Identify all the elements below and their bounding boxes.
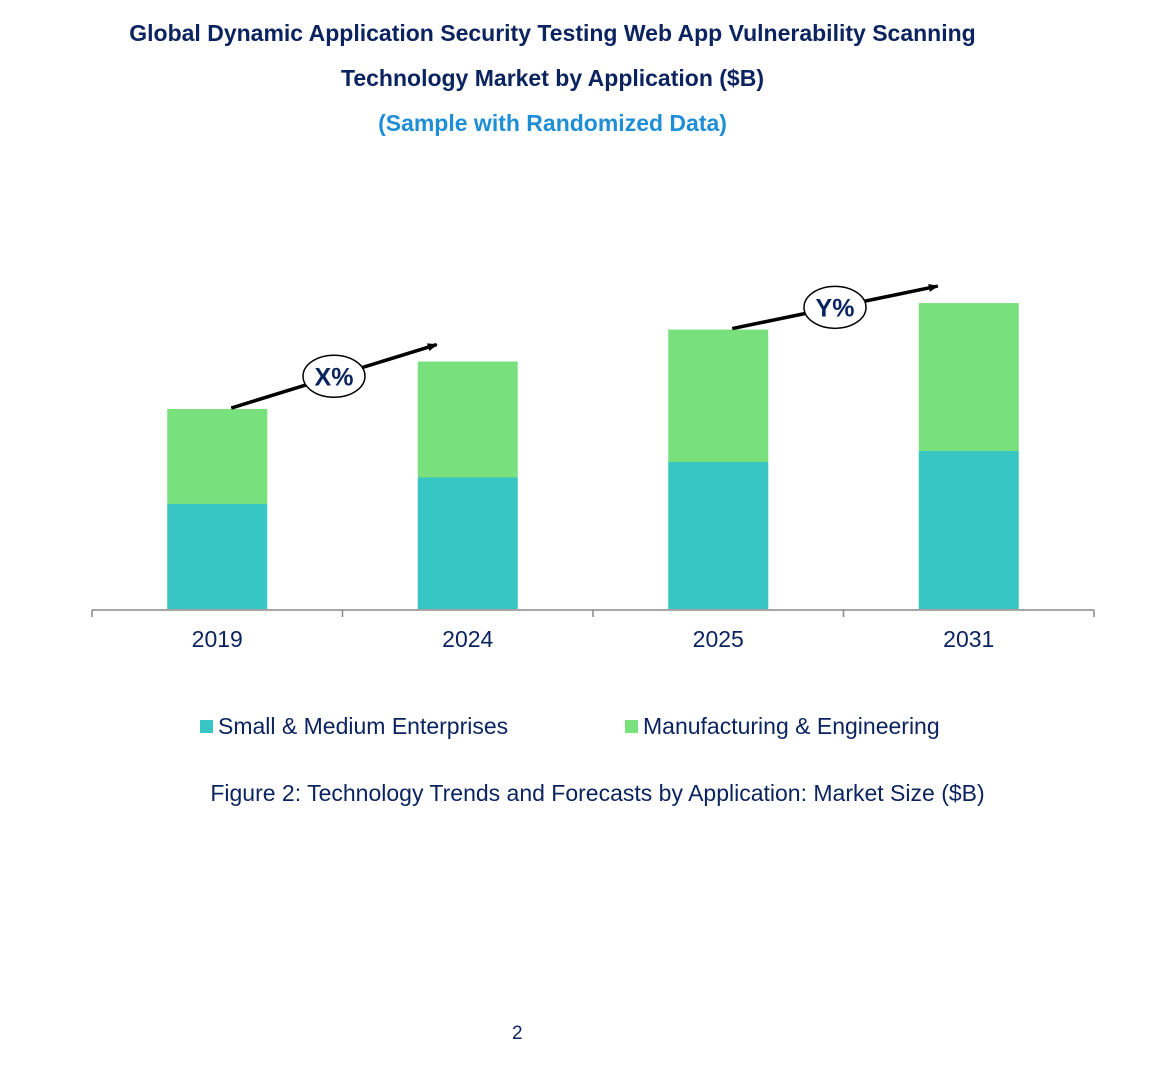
bar-2031-series-1 [918, 303, 1019, 452]
legend-label: Small & Medium Enterprises [218, 713, 509, 739]
growth-label-ellipse [803, 285, 867, 330]
bar-2024-series-0 [417, 477, 518, 609]
legend-item-manufacturing: Manufacturing & Engineering [625, 713, 940, 740]
page-number: 2 [512, 1023, 523, 1044]
bar-2025-series-1 [668, 329, 769, 462]
bar-2019-series-0 [167, 503, 268, 609]
chart-subtitle: (Sample with Randomized Data) [378, 110, 727, 136]
chart-title-line-2: Technology Market by Application ($B) [341, 65, 764, 91]
growth-label: Y% [816, 294, 855, 322]
bar-2024-series-1 [417, 361, 518, 478]
figure-caption: Figure 2: Technology Trends and Forecast… [210, 780, 985, 806]
legend-swatch-sme [200, 720, 213, 733]
legend-swatch-manufacturing [625, 720, 638, 733]
x-tick-label: 2025 [693, 626, 744, 652]
x-tick-label: 2019 [192, 626, 243, 652]
bar-2019-series-1 [167, 409, 268, 504]
stacked-bar-chart: 2019 2024 2025 2031 X% Y% [91, 283, 1095, 652]
bar-2025-series-0 [668, 461, 769, 609]
growth-label-ellipse [302, 354, 366, 399]
x-tick-label: 2024 [442, 626, 493, 652]
legend-item-sme: Small & Medium Enterprises [200, 713, 508, 740]
bar-2031-series-0 [918, 451, 1019, 609]
growth-label: X% [315, 363, 354, 391]
chart-title-line-1: Global Dynamic Application Security Test… [129, 20, 976, 46]
x-tick-label: 2031 [943, 626, 994, 652]
legend-label: Manufacturing & Engineering [643, 713, 940, 739]
